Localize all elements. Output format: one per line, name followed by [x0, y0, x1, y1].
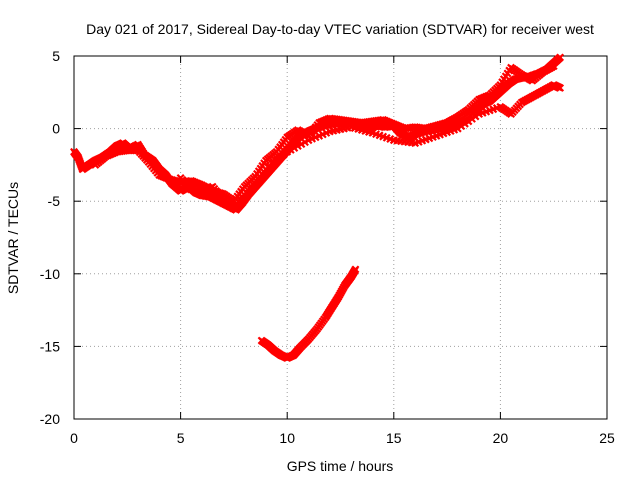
y-axis-ticks: 5 0 -5 -10 -15 -20: [40, 48, 607, 427]
y-tick-label: -20: [40, 411, 60, 427]
data-point: [549, 62, 558, 71]
plot-frame: [73, 55, 608, 420]
x-tick-label: 10: [279, 430, 295, 446]
x-tick-label: 5: [177, 430, 185, 446]
x-axis-label: GPS time / hours: [287, 458, 394, 474]
data-point: [556, 53, 565, 62]
data-marks: [70, 53, 565, 362]
y-tick-label: -5: [48, 193, 61, 209]
data-point: [556, 83, 565, 92]
series-upper-branch: [91, 62, 558, 206]
series-prn-arc: [257, 265, 360, 362]
y-tick-label: -10: [40, 266, 60, 282]
x-tick-label: 20: [493, 430, 509, 446]
x-tick-label: 25: [599, 430, 615, 446]
x-axis-ticks: 0 5 10 15 20 25: [70, 56, 615, 446]
y-axis-label: SDTVAR / TECUs: [5, 182, 21, 294]
x-tick-label: 15: [386, 430, 402, 446]
x-tick-label: 0: [70, 430, 78, 446]
y-tick-label: 5: [52, 48, 60, 64]
series-lower-branch: [176, 81, 565, 211]
y-tick-label: 0: [52, 121, 60, 137]
y-tick-label: -15: [40, 338, 60, 354]
data-point: [351, 265, 360, 274]
chart-title: Day 021 of 2017, Sidereal Day-to-day VTE…: [86, 21, 594, 37]
grid-lines: [74, 56, 607, 419]
